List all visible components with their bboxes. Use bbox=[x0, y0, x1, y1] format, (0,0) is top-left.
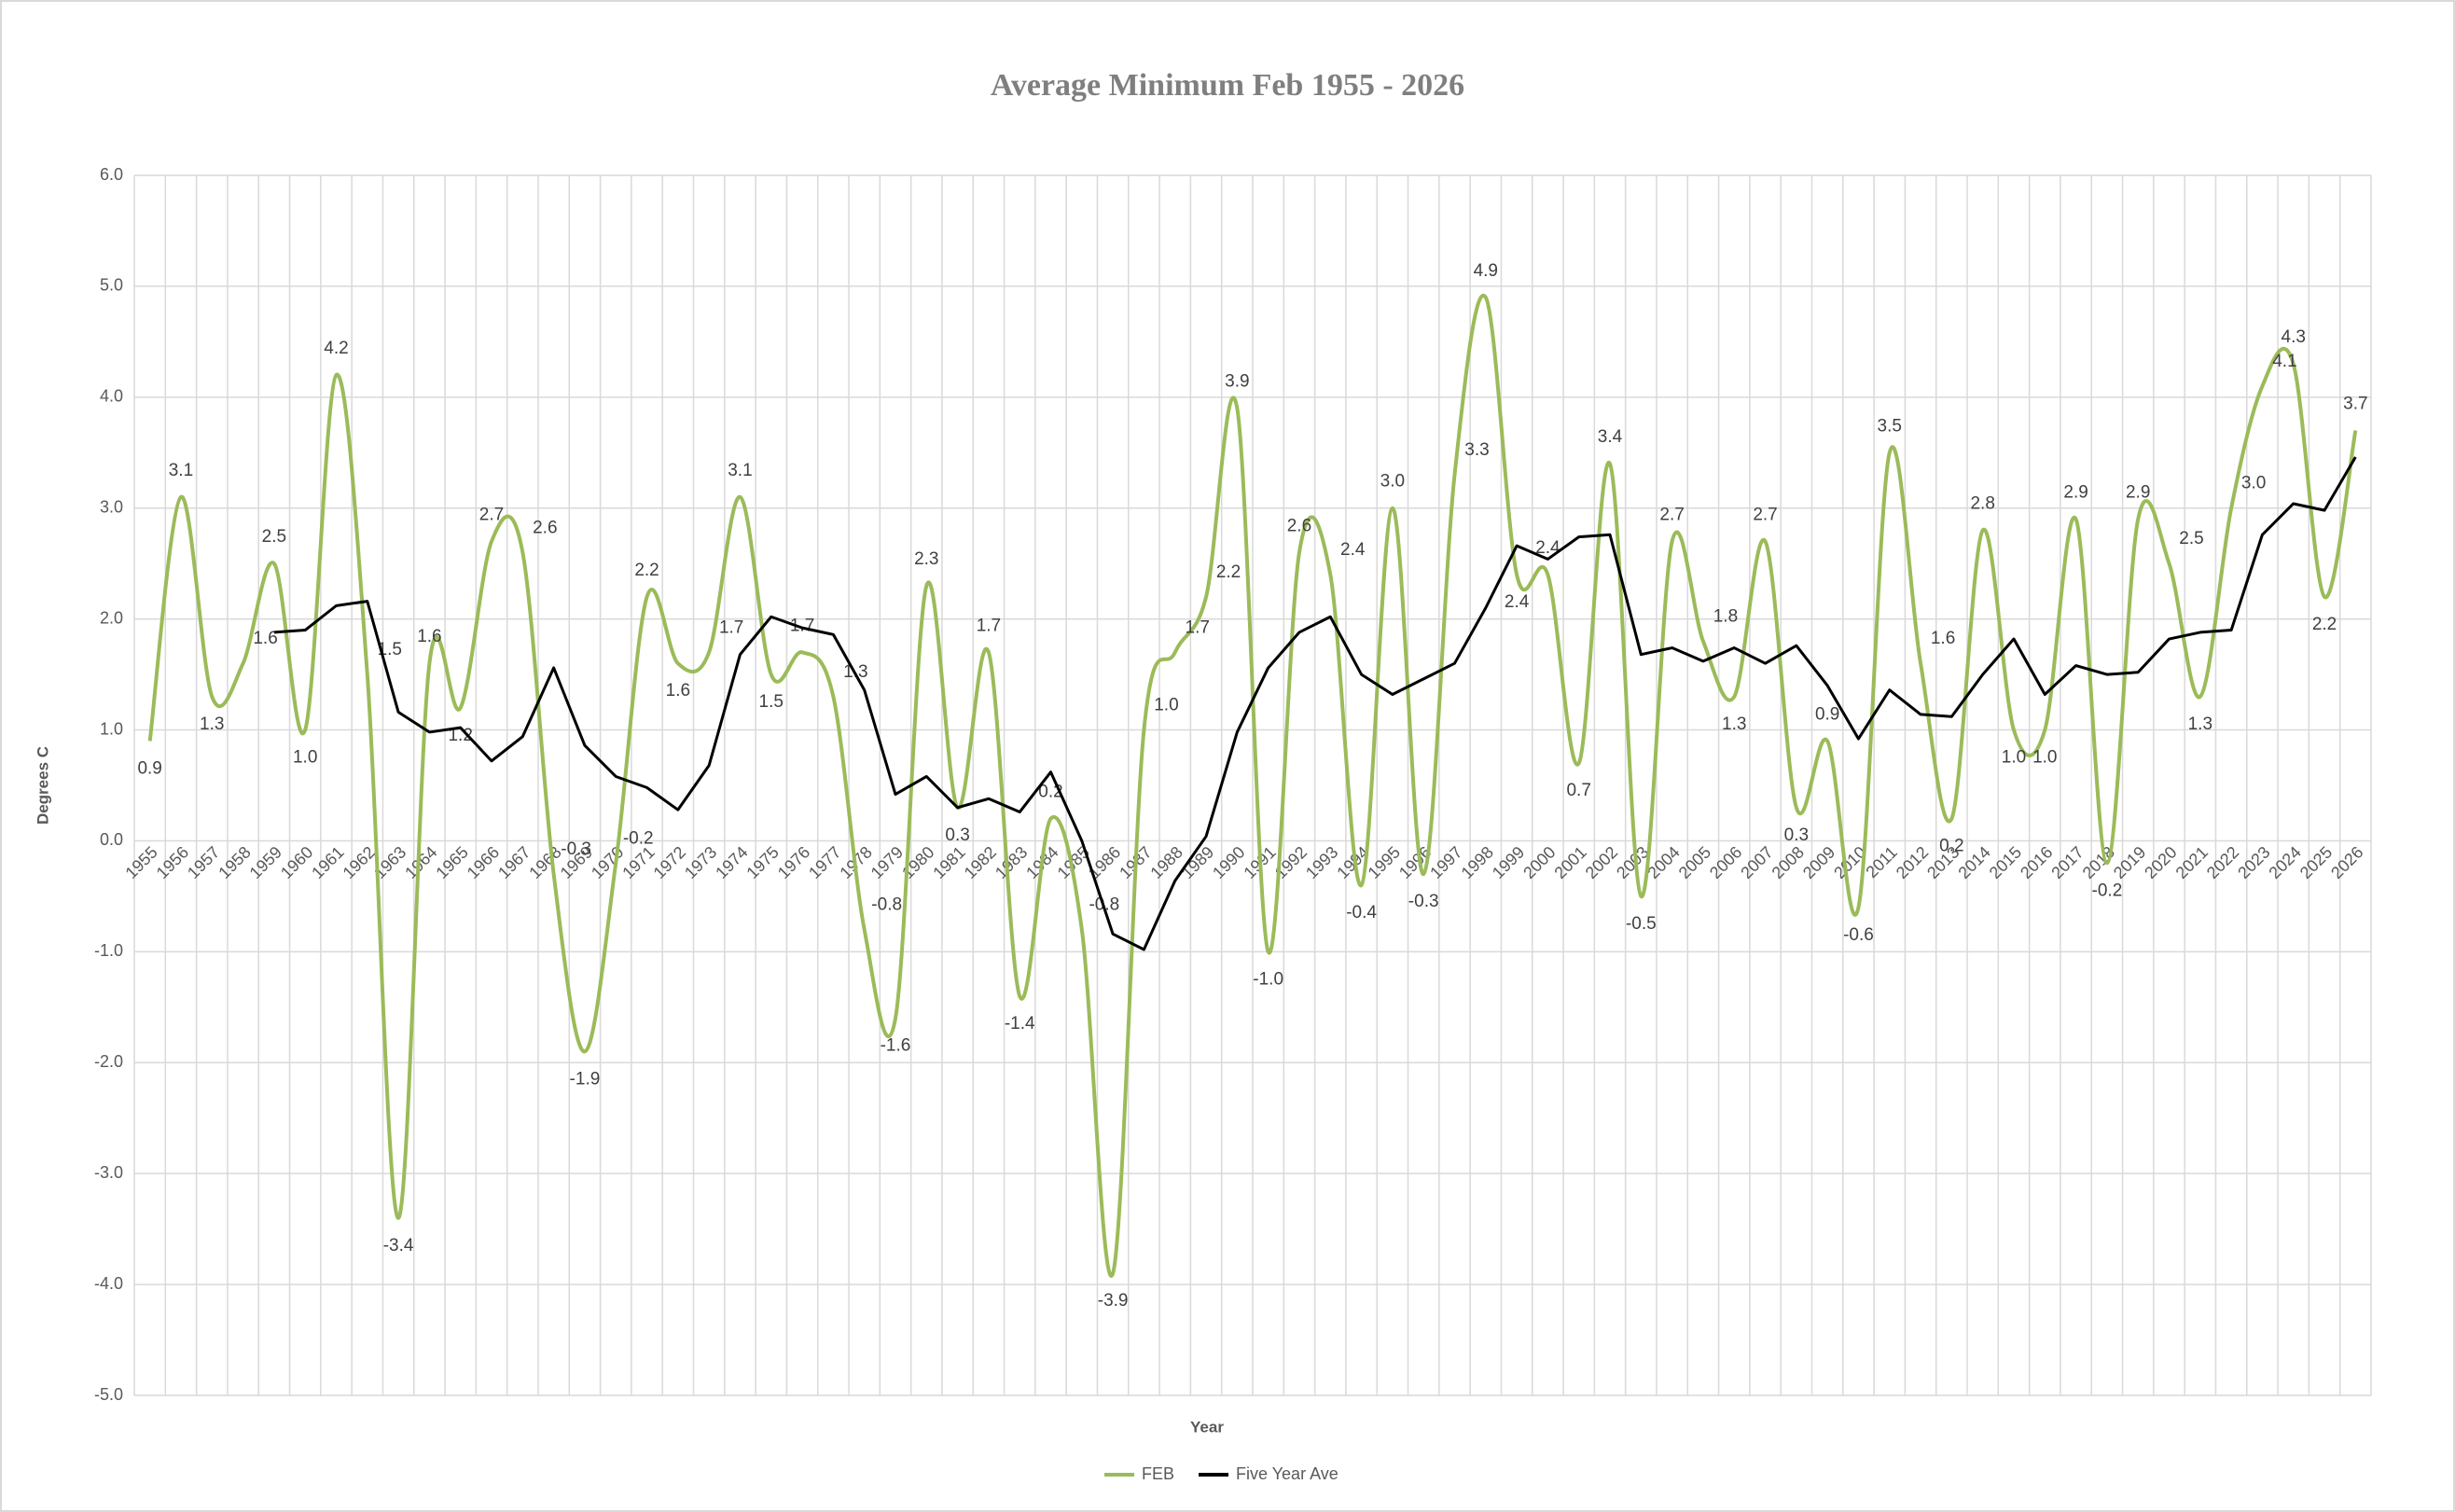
data-label: 1.6 bbox=[417, 627, 441, 646]
data-label: 3.0 bbox=[2241, 474, 2266, 493]
data-label: 0.7 bbox=[1566, 781, 1590, 800]
data-label: 1.0 bbox=[2002, 748, 2026, 768]
data-label: 3.9 bbox=[1225, 372, 1249, 392]
y-tick-label: -2.0 bbox=[94, 1052, 123, 1071]
data-label: 1.0 bbox=[1154, 696, 1178, 715]
data-label: -3.4 bbox=[383, 1236, 414, 1255]
data-label: 3.1 bbox=[728, 461, 752, 480]
data-label: 1.0 bbox=[2032, 748, 2057, 768]
data-label: -0.3 bbox=[561, 839, 591, 859]
data-label: 3.7 bbox=[2343, 395, 2367, 414]
series-line bbox=[273, 456, 2357, 951]
y-tick-label: 3.0 bbox=[100, 497, 123, 516]
data-label: -0.2 bbox=[623, 828, 654, 848]
x-axis-title: Year bbox=[1190, 1418, 1224, 1436]
data-label: -0.8 bbox=[871, 895, 902, 915]
data-label: -0.6 bbox=[1843, 925, 1874, 945]
series-line bbox=[147, 293, 2358, 1278]
data-label: 2.4 bbox=[1340, 540, 1366, 560]
data-label: 4.3 bbox=[2282, 327, 2306, 347]
data-label: 1.6 bbox=[253, 629, 277, 648]
data-label: -3.9 bbox=[1098, 1291, 1129, 1311]
data-label: 2.2 bbox=[634, 561, 659, 580]
data-label: -1.4 bbox=[1005, 1014, 1035, 1033]
data-label: 1.0 bbox=[293, 748, 317, 768]
data-label: 0.2 bbox=[1939, 837, 1963, 856]
data-label: 1.2 bbox=[448, 726, 472, 745]
data-label: 0.9 bbox=[137, 758, 161, 778]
data-label: 1.3 bbox=[2188, 714, 2212, 734]
y-tick-label: 4.0 bbox=[100, 387, 123, 406]
data-label: 1.8 bbox=[1713, 606, 1738, 626]
y-axis-title: Degrees C bbox=[34, 746, 51, 825]
data-label: 2.5 bbox=[262, 527, 286, 547]
data-label: 2.2 bbox=[2312, 615, 2337, 634]
data-label: 4.9 bbox=[1474, 261, 1498, 281]
data-label: 3.1 bbox=[169, 461, 193, 480]
data-label: -0.2 bbox=[2092, 881, 2123, 900]
data-label: 1.5 bbox=[759, 692, 784, 712]
data-label: 1.7 bbox=[977, 616, 1001, 635]
data-label: -1.9 bbox=[570, 1069, 601, 1089]
y-tick-label: -3.0 bbox=[94, 1163, 123, 1182]
data-label: 3.0 bbox=[1380, 472, 1405, 492]
data-label: 2.6 bbox=[533, 518, 557, 537]
data-label: 1.6 bbox=[1931, 629, 1955, 648]
data-label: 2.7 bbox=[1659, 505, 1684, 524]
y-tick-label: -5.0 bbox=[94, 1385, 123, 1404]
data-label: -1.6 bbox=[881, 1036, 911, 1056]
data-label: -0.4 bbox=[1346, 903, 1377, 922]
y-tick-label: 1.0 bbox=[100, 719, 123, 738]
data-label: 3.4 bbox=[1598, 427, 1623, 447]
data-label: 2.7 bbox=[1753, 505, 1777, 524]
y-tick-label: -1.0 bbox=[94, 941, 123, 960]
data-label: 4.1 bbox=[2272, 352, 2296, 371]
legend-label: FEB bbox=[1142, 1464, 1174, 1483]
y-tick-label: 0.0 bbox=[100, 830, 123, 849]
data-label: 1.6 bbox=[666, 681, 690, 701]
data-label: 0.3 bbox=[945, 825, 969, 845]
legend-label: Five Year Ave bbox=[1236, 1464, 1338, 1483]
y-tick-label: -4.0 bbox=[94, 1274, 123, 1293]
y-tick-label: 6.0 bbox=[100, 165, 123, 184]
data-label: 3.3 bbox=[1464, 440, 1489, 460]
data-label: 2.2 bbox=[1216, 562, 1241, 582]
data-label: 2.7 bbox=[479, 505, 504, 524]
data-label: 0.9 bbox=[1815, 704, 1839, 724]
y-tick-label: 2.0 bbox=[100, 608, 123, 627]
data-label: 1.3 bbox=[1722, 714, 1746, 734]
data-label: -0.5 bbox=[1626, 914, 1657, 934]
data-label: -0.3 bbox=[1408, 892, 1439, 911]
y-tick-label: 5.0 bbox=[100, 276, 123, 295]
data-label: 2.8 bbox=[1970, 494, 1994, 514]
chart-title: Average Minimum Feb 1955 - 2026 bbox=[991, 68, 1464, 103]
data-label: 2.5 bbox=[2179, 529, 2203, 548]
data-label: 1.7 bbox=[719, 617, 743, 637]
data-label: 2.6 bbox=[1287, 516, 1311, 535]
data-label: 4.2 bbox=[324, 339, 348, 358]
data-label: 3.5 bbox=[1878, 416, 1902, 436]
data-label: -1.0 bbox=[1253, 969, 1283, 989]
data-label: 2.9 bbox=[2063, 483, 2087, 503]
data-label: 1.3 bbox=[200, 714, 224, 734]
data-label: 2.4 bbox=[1505, 592, 1530, 612]
data-label: 0.3 bbox=[1784, 825, 1809, 845]
data-label: 2.9 bbox=[2126, 483, 2150, 503]
data-label: 2.3 bbox=[914, 549, 938, 569]
data-label: 1.7 bbox=[1186, 617, 1210, 637]
